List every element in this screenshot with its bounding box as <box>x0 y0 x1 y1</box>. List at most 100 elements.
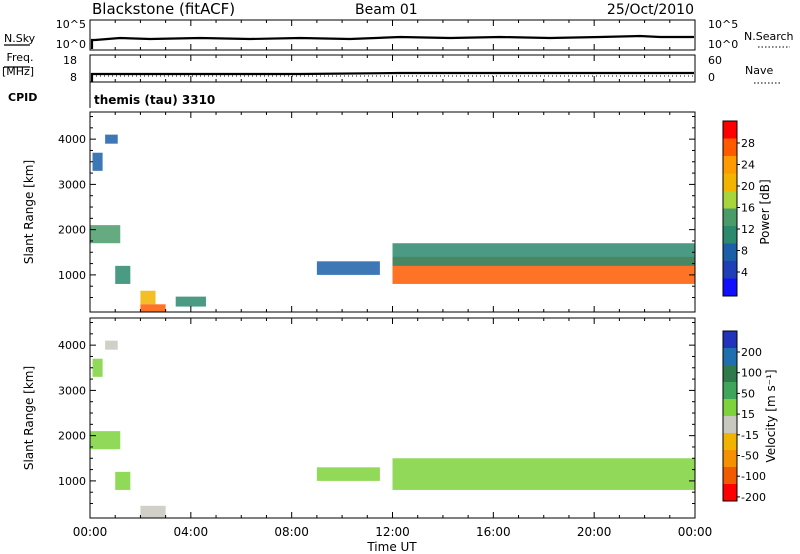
colorbar-frame <box>722 330 738 502</box>
velocity-colorbar-title: Velocity [m s⁻¹] <box>764 369 778 462</box>
x-axis-title: Time UT <box>366 540 417 554</box>
noise-left-tick-top: 10^5 <box>56 18 86 31</box>
freq-label-1: Freq. <box>6 51 33 64</box>
colorbar-label: -15 <box>741 429 759 442</box>
velocity-heatmap <box>90 340 695 518</box>
date-label: 25/Oct/2010 <box>607 2 694 18</box>
colorbar-swatch <box>723 243 737 262</box>
colorbar-label: 8 <box>741 245 748 258</box>
noise-right-tick-top: 10^5 <box>708 18 738 31</box>
colorbar-swatch <box>723 484 737 502</box>
colorbar-label: 28 <box>741 137 755 150</box>
heatmap-cell <box>90 431 121 450</box>
heatmap-cell <box>140 505 166 518</box>
colorbar-label: 50 <box>741 387 755 400</box>
colorbar-swatch <box>723 226 737 244</box>
colorbar-swatch <box>723 173 737 192</box>
velocity-y-axis: 1000 2000 3000 4000 <box>58 322 695 505</box>
colorbar-swatch <box>723 121 737 139</box>
noise-left-label: N.Sky <box>4 32 36 45</box>
power-y-label: Slant Range [km] <box>22 160 36 264</box>
colorbar-swatch <box>723 261 737 279</box>
station-title: Blackstone (fitACF) <box>92 0 235 18</box>
power-heatmap <box>90 134 695 312</box>
y-tick-label: 4000 <box>58 339 86 352</box>
colorbar-label: 15 <box>741 408 755 421</box>
heatmap-cell <box>92 358 103 377</box>
y-tick-label: 2000 <box>58 430 86 443</box>
x-axis: 00:00 04:00 08:00 12:00 16:00 20:00 00:00 <box>73 20 713 539</box>
y-tick-label: 3000 <box>58 178 86 191</box>
beam-label: Beam 01 <box>355 2 418 18</box>
colorbar-label: 12 <box>741 223 755 236</box>
freq-trace <box>90 71 694 82</box>
colorbar-swatch <box>723 399 737 417</box>
heatmap-cell <box>140 290 156 305</box>
colorbar-label: -100 <box>741 470 766 483</box>
x-tick-label: 00:00 <box>678 525 713 539</box>
cpid-value: themis (tau) 3310 <box>94 93 215 107</box>
colorbar-swatch <box>723 208 737 227</box>
power-colorbar-title: Power [dB] <box>758 179 772 244</box>
colorbar-label: 100 <box>741 367 762 380</box>
power-colorbar: 28 24 20 16 12 8 4 <box>722 120 755 297</box>
colorbar-label: 16 <box>741 202 755 215</box>
cpid-label: CPID <box>8 91 37 104</box>
heatmap-cell <box>175 296 206 307</box>
heatmap-cell <box>140 304 166 312</box>
colorbar-label: -200 <box>741 491 766 504</box>
y-tick-label: 1000 <box>58 269 86 282</box>
heatmap-cell <box>92 152 103 171</box>
freq-left-tick-bottom: 8 <box>70 71 77 84</box>
freq-left-tick-top: 18 <box>63 54 77 67</box>
heatmap-cell <box>392 243 695 266</box>
x-tick-label: 08:00 <box>274 525 309 539</box>
colorbar-swatch <box>723 138 737 157</box>
colorbar-swatch <box>723 191 737 209</box>
heatmap-cell <box>115 265 131 284</box>
heatmap-cell <box>105 340 118 350</box>
freq-right-label: Nave <box>745 64 773 77</box>
colorbar-swatch <box>723 156 737 174</box>
colorbar-label: 20 <box>741 180 755 193</box>
colorbar-frame <box>722 120 738 297</box>
heatmap-cell <box>392 458 695 490</box>
heatmap-cell <box>115 471 131 490</box>
heatmap-cell <box>90 225 121 244</box>
freq-label-2: [MHz] <box>2 65 34 78</box>
colorbar-swatch <box>723 365 737 383</box>
colorbar-swatch <box>723 278 737 297</box>
x-tick-label: 16:00 <box>476 525 511 539</box>
velocity-y-label: Slant Range [km] <box>22 366 36 470</box>
colorbar-swatch <box>723 450 737 468</box>
heatmap-cell <box>316 261 380 275</box>
x-tick-label: 00:00 <box>73 525 108 539</box>
colorbar-label: 24 <box>741 159 755 172</box>
noise-sky-trace <box>90 34 694 49</box>
colorbar-swatch <box>723 382 737 400</box>
colorbar-swatch <box>723 348 737 366</box>
y-tick-label: 1000 <box>58 475 86 488</box>
heatmap-cell <box>105 134 118 144</box>
freq-right-tick-top: 60 <box>708 54 722 67</box>
noise-right-label: N.Search <box>744 30 794 43</box>
y-tick-label: 3000 <box>58 384 86 397</box>
heatmap-cell <box>316 467 380 481</box>
noise-right-tick-bottom: 10^0 <box>708 38 738 51</box>
velocity-colorbar: 200 100 50 15 -15 -50 -100 -200 <box>722 330 766 504</box>
y-tick-label: 4000 <box>58 133 86 146</box>
colorbar-swatch <box>723 416 737 434</box>
colorbar-swatch <box>723 331 737 349</box>
colorbar-swatch <box>723 433 737 451</box>
colorbar-label: 200 <box>741 346 762 359</box>
x-tick-label: 12:00 <box>375 525 410 539</box>
x-tick-label: 04:00 <box>174 525 209 539</box>
noise-left-tick-bottom: 10^0 <box>56 38 86 51</box>
colorbar-label: -50 <box>741 450 759 463</box>
y-tick-label: 2000 <box>58 224 86 237</box>
power-y-axis: 1000 2000 3000 4000 <box>58 116 695 299</box>
freq-right-tick-bottom: 0 <box>708 71 715 84</box>
x-tick-label: 20:00 <box>577 525 612 539</box>
colorbar-swatch <box>723 467 737 485</box>
